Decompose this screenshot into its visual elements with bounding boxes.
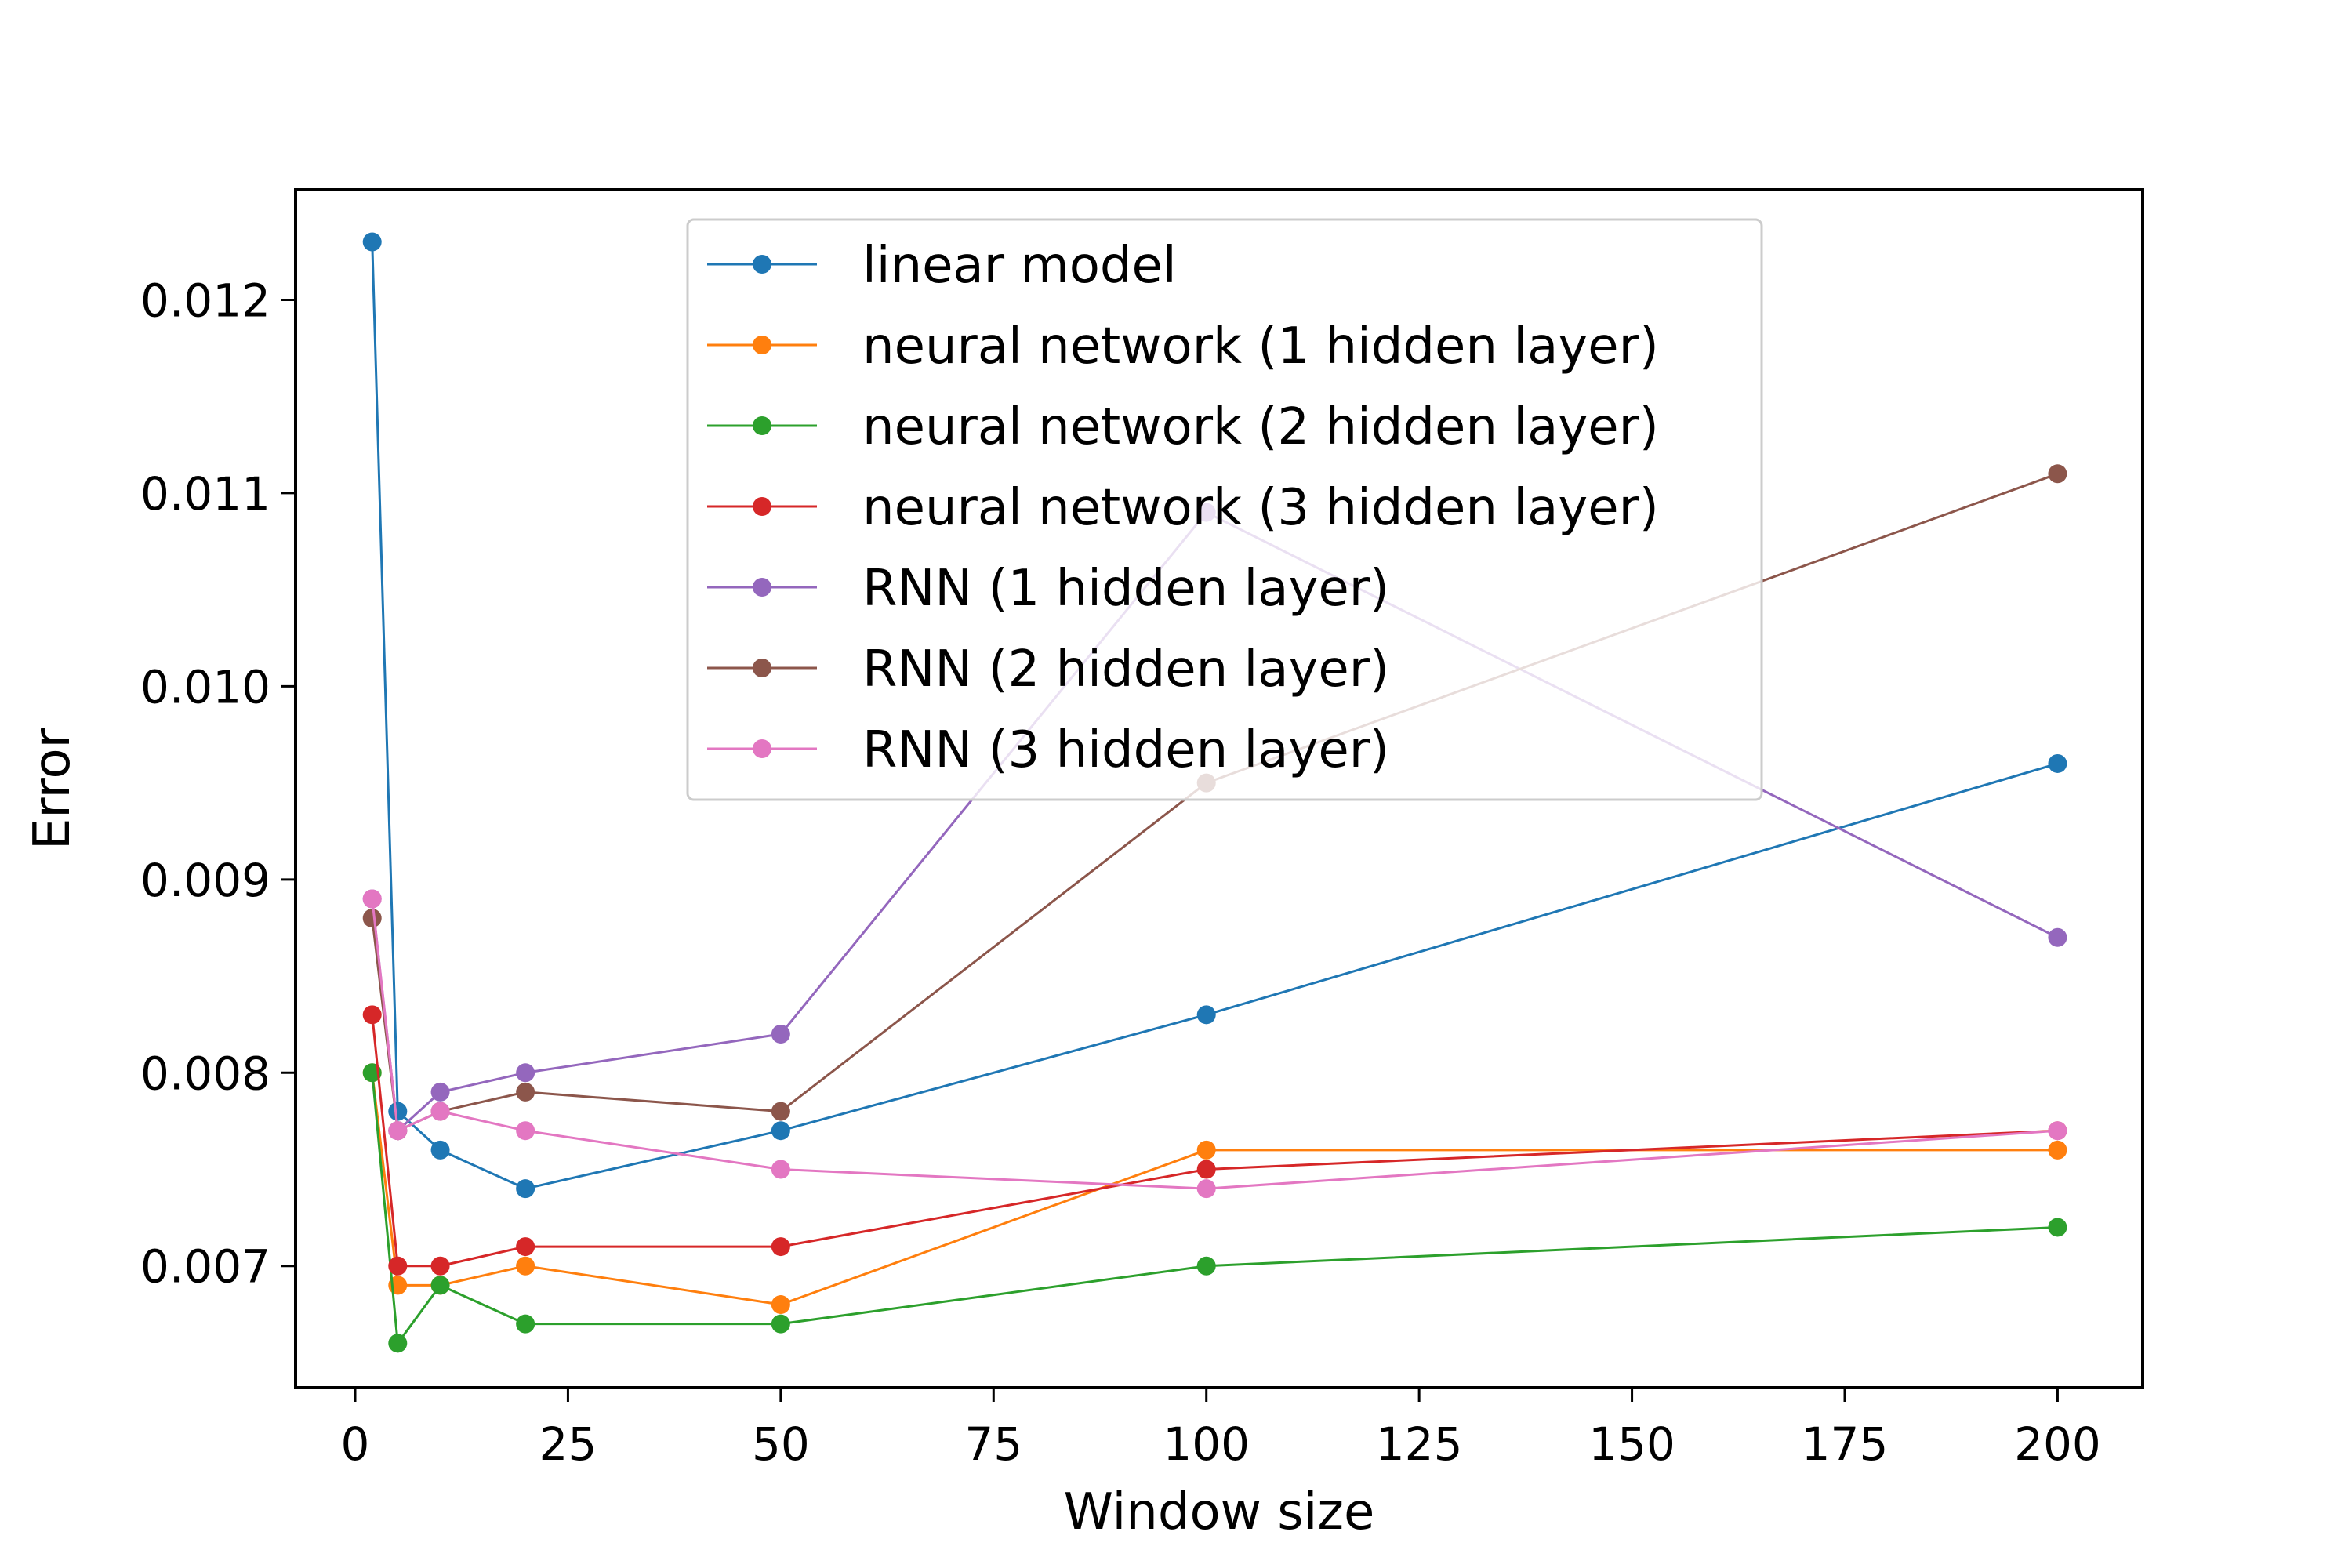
data-point [430,1140,450,1160]
data-point [771,1295,790,1315]
y-axis: 0.007 0.008 0.009 0.010 0.011 0.012 [140,274,296,1294]
x-axis: 0 25 50 75 100 125 150 175 200 [341,1388,2101,1471]
data-point [1196,1140,1216,1160]
legend-marker [753,739,771,758]
data-point [1196,1005,1216,1025]
data-point [516,1082,535,1102]
legend-marker [753,255,771,274]
legend-box [686,218,1763,801]
legend-marker [753,578,771,597]
data-point [362,1005,382,1025]
data-point [430,1256,450,1276]
x-axis-title: Window size [1064,1483,1375,1541]
data-point [362,232,382,252]
data-point [2048,1140,2067,1160]
data-point [362,889,382,909]
x-tick-label: 175 [1802,1417,1889,1471]
series-4 [362,1005,2067,1276]
legend-label: linear model [862,237,1177,295]
data-point [1196,1160,1216,1179]
series-1 [362,232,2067,1199]
x-tick-label: 100 [1163,1417,1250,1471]
data-point [516,1063,535,1083]
legend-marker [753,336,771,354]
legend-entry: RNN (1 hidden layer) [707,560,1389,618]
y-tick-label: 0.012 [140,274,270,327]
data-point [1196,1256,1216,1276]
data-point [2048,753,2067,773]
legend-label: RNN (3 hidden layer) [862,721,1389,779]
data-point [516,1256,535,1276]
x-tick-label: 150 [1588,1417,1675,1471]
legend-label: RNN (1 hidden layer) [862,560,1389,618]
legend-label: neural network (3 hidden layer) [862,479,1659,537]
y-tick-label: 0.008 [140,1047,270,1100]
data-point [771,1102,790,1121]
data-point [516,1314,535,1334]
series-layer [362,232,2067,1353]
plot-frame [294,188,2144,1389]
legend-label: RNN (2 hidden layer) [862,641,1389,699]
legend-entry: neural network (1 hidden layer) [707,318,1659,376]
legend-label: neural network (1 hidden layer) [862,318,1659,376]
x-tick-label: 75 [964,1417,1022,1471]
data-point [2048,927,2067,947]
y-tick-label: 0.009 [140,854,270,907]
data-point [2048,464,2067,484]
data-point [771,1024,790,1044]
y-tick-label: 0.007 [140,1240,270,1294]
series-7 [362,889,2067,1199]
legend-marker [753,659,771,677]
data-point [1196,1179,1216,1199]
data-point [771,1121,790,1141]
legend-marker [753,416,771,435]
legend: linear model neural network (1 hidden lay… [686,218,1763,801]
legend-entry: neural network (2 hidden layer) [707,398,1659,456]
data-point [430,1082,450,1102]
data-point [388,1102,408,1121]
data-point [516,1121,535,1141]
legend-marker [753,497,771,516]
data-point [362,909,382,928]
data-point [2048,1121,2067,1141]
y-tick-label: 0.010 [140,660,270,713]
data-point [388,1256,408,1276]
y-tick-label: 0.011 [140,467,270,521]
data-point [430,1276,450,1295]
x-tick-label: 125 [1376,1417,1463,1471]
x-tick-label: 0 [341,1417,370,1471]
data-point [430,1102,450,1121]
data-point [516,1237,535,1257]
x-tick-label: 50 [752,1417,810,1471]
legend-entry: neural network (3 hidden layer) [707,479,1659,537]
data-point [516,1179,535,1199]
data-point [771,1237,790,1257]
x-tick-label: 25 [539,1417,597,1471]
data-point [388,1334,408,1353]
data-point [771,1314,790,1334]
y-axis-title: Error [24,727,82,850]
legend-label: neural network (2 hidden layer) [862,398,1659,456]
data-point [2048,1218,2067,1237]
data-point [388,1121,408,1141]
legend-entry: linear model [707,237,1177,295]
legend-entry: RNN (2 hidden layer) [707,641,1389,699]
data-point [771,1160,790,1179]
legend-entry: RNN (3 hidden layer) [707,721,1389,779]
x-tick-label: 200 [2014,1417,2101,1471]
